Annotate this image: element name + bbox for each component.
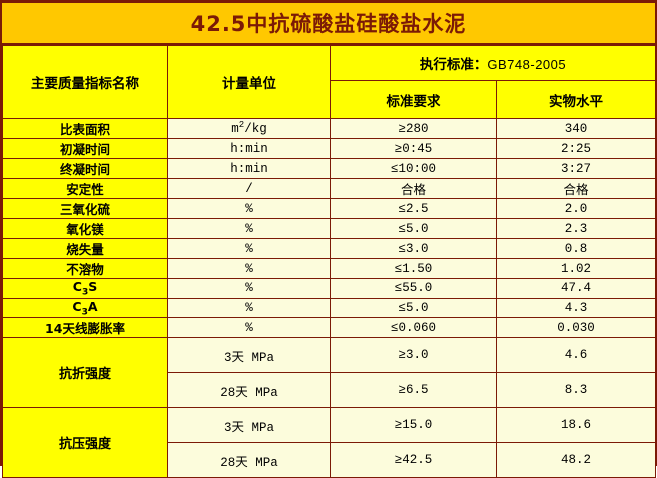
actual-cell: 18.6: [495, 407, 657, 443]
quality-indicator-table: 主要质量指标名称 计量单位 执行标准：GB748-2005 标准要求 实物水平 …: [2, 44, 657, 478]
requirement-cell: ≤1.50: [330, 258, 497, 279]
requirement-cell: ≤55.0: [330, 278, 497, 299]
age-unit-cell: 28天 MPa: [167, 442, 331, 478]
header-indicator-name: 主要质量指标名称: [2, 45, 168, 119]
unit-cell: %: [167, 218, 331, 239]
strength-group-label: 抗折强度: [2, 337, 168, 408]
table-row: 氧化镁% ≤5.0 2.3: [2, 218, 657, 239]
unit-cell: %: [167, 317, 331, 338]
unit-cell: h:min: [167, 158, 331, 179]
unit-cell: %: [167, 198, 331, 219]
indicator-name-cell: 初凝时间: [2, 138, 168, 159]
actual-cell: 3:27: [495, 158, 657, 179]
indicator-name-cell: 三氧化硫: [2, 198, 168, 219]
table-row: 28天 MPa ≥6.5 8.3: [3, 372, 657, 408]
indicator-name-cell: 14天线膨胀率: [2, 317, 168, 338]
actual-cell: 48.2: [495, 442, 657, 478]
requirement-cell: ≤5.0: [330, 218, 497, 239]
age-unit-cell: 3天 MPa: [167, 407, 331, 443]
table-row: 比表面积 m2/kg ≥280 340: [2, 118, 657, 139]
requirement-cell: ≥6.5: [330, 372, 497, 408]
table-row: 不溶物% ≤1.50 1.02: [2, 258, 657, 279]
header-requirement: 标准要求: [330, 80, 497, 119]
actual-cell: 4.6: [495, 337, 657, 373]
actual-cell: 0.030: [495, 317, 657, 338]
indicator-name-cell: 氧化镁: [2, 218, 168, 239]
table-row: 终凝时间 h:min ≤10:00 3:27: [2, 158, 657, 179]
execution-standard-label: 执行标准：: [419, 57, 488, 74]
table-row: 初凝时间 h:min ≥0:45 2:25: [2, 138, 657, 159]
requirement-cell: ≤2.5: [330, 198, 497, 219]
actual-cell: 340: [495, 118, 657, 139]
unit-cell: /: [167, 178, 331, 199]
header-actual: 实物水平: [495, 80, 657, 119]
requirement-cell: ≥0:45: [330, 138, 497, 159]
table-row: 烧失量% ≤3.0 0.8: [2, 238, 657, 259]
requirement-cell: ≥15.0: [330, 407, 497, 443]
table-row: C3S% ≤55.0 47.4: [2, 278, 657, 299]
actual-cell: 4.3: [495, 297, 657, 318]
header-execution-standard: 执行标准：GB748-2005: [329, 44, 657, 82]
actual-cell: 合格: [495, 178, 657, 199]
table-row: 抗压强度 3天 MPa ≥15.0 18.6: [2, 407, 657, 478]
requirement-cell: ≤10:00: [330, 158, 497, 179]
indicator-name-cell: C3A: [2, 297, 168, 318]
indicator-name-cell: 不溶物: [2, 258, 168, 279]
actual-cell: 47.4: [495, 278, 657, 299]
table-row: 抗折强度 3天 MPa ≥3.0 4.6: [2, 337, 657, 408]
requirement-cell: ≥42.5: [330, 442, 497, 478]
indicator-name-cell: 烧失量: [2, 238, 168, 259]
unit-cell: h:min: [167, 138, 331, 159]
unit-cell: %: [167, 238, 331, 259]
requirement-cell: ≤0.060: [330, 317, 497, 338]
actual-cell: 2:25: [495, 138, 657, 159]
table-body: 比表面积 m2/kg ≥280 340 初凝时间 h:min ≥0:45 2:25 终凝时间 h:…: [2, 118, 657, 478]
unit-cell: m2/kg: [167, 118, 331, 139]
header-unit: 计量单位: [167, 45, 331, 119]
indicator-name-cell: 安定性: [2, 178, 168, 199]
actual-cell: 0.8: [495, 238, 657, 259]
actual-cell: 1.02: [495, 258, 657, 279]
requirement-cell: ≤5.0: [330, 297, 497, 318]
age-unit-cell: 3天 MPa: [167, 337, 331, 373]
actual-cell: 8.3: [495, 372, 657, 408]
actual-cell: 2.0: [495, 198, 657, 219]
requirement-cell: ≥3.0: [330, 337, 497, 373]
table-row: 14天线膨胀率% ≤0.060 0.030: [2, 317, 657, 338]
table-row: 安定性 / 合格 合格: [2, 178, 657, 199]
table-row: 三氧化硫% ≤2.5 2.0: [2, 198, 657, 219]
unit-cell: %: [167, 278, 331, 299]
indicator-name-cell: C3S: [2, 278, 168, 299]
page-title: 42.5中抗硫酸盐硅酸盐水泥: [190, 12, 467, 36]
strength-group-label: 抗压强度: [2, 407, 168, 478]
table-row: C3A% ≤5.0 4.3: [2, 297, 657, 318]
actual-cell: 2.3: [495, 218, 657, 239]
unit-cell: %: [167, 297, 331, 318]
title-bar: 42.5中抗硫酸盐硅酸盐水泥: [2, 3, 655, 45]
requirement-cell: ≥280: [330, 118, 497, 139]
table-head: 主要质量指标名称 计量单位 执行标准：GB748-2005 标准要求 实物水平: [2, 44, 657, 119]
indicator-name-cell: 比表面积: [2, 118, 168, 139]
requirement-cell: ≤3.0: [330, 238, 497, 259]
requirement-cell: 合格: [330, 178, 497, 199]
age-unit-cell: 28天 MPa: [167, 372, 331, 408]
indicator-name-cell: 终凝时间: [2, 158, 168, 179]
unit-cell: %: [167, 258, 331, 279]
execution-standard-code: GB748-2005: [487, 57, 567, 73]
